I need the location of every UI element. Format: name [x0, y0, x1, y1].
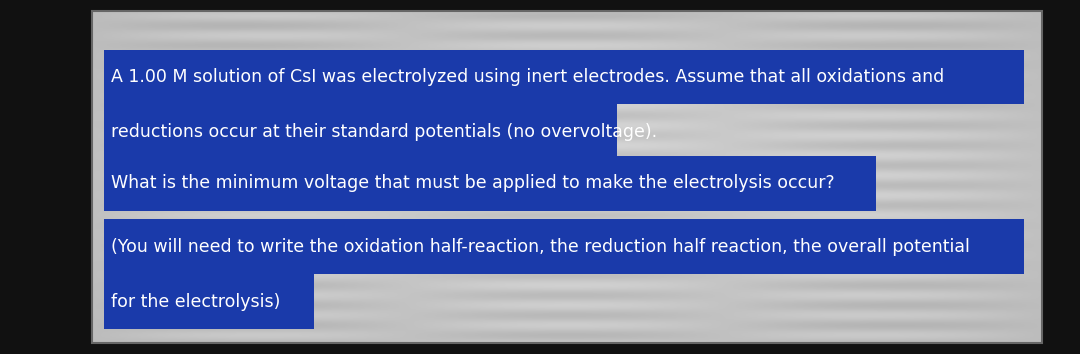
Bar — [104, 50, 1024, 104]
Text: A 1.00 M solution of CsI was electrolyzed using inert electrodes. Assume that al: A 1.00 M solution of CsI was electrolyze… — [111, 68, 945, 86]
Text: for the electrolysis): for the electrolysis) — [111, 293, 281, 311]
Bar — [104, 156, 876, 211]
Bar — [92, 11, 1042, 343]
Text: (You will need to write the oxidation half-reaction, the reduction half reaction: (You will need to write the oxidation ha… — [111, 238, 970, 256]
Text: reductions occur at their standard potentials (no overvoltage).: reductions occur at their standard poten… — [111, 123, 658, 141]
Text: What is the minimum voltage that must be applied to make the electrolysis occur?: What is the minimum voltage that must be… — [111, 174, 835, 192]
Bar — [104, 219, 1024, 274]
Bar — [104, 274, 314, 329]
Bar — [104, 104, 617, 159]
